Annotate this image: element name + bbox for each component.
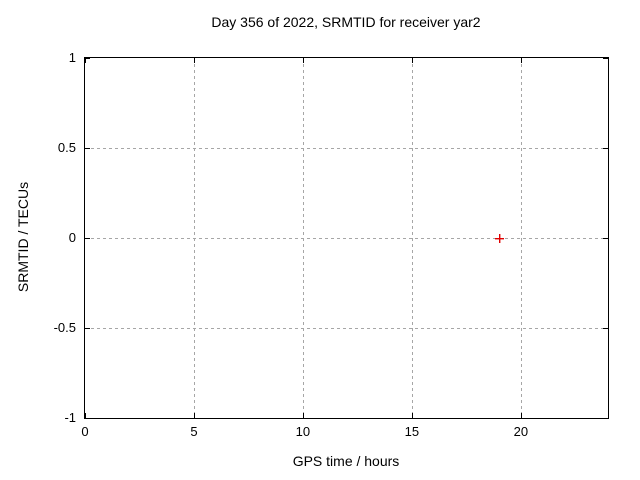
- y-tick-mark-left: [85, 418, 90, 419]
- y-tick-mark-right: [603, 58, 608, 59]
- y-tick-label: -1: [64, 410, 76, 425]
- x-tick-mark-top: [411, 58, 413, 63]
- y-tick-label: 1: [68, 50, 76, 65]
- x-tick-label: 20: [513, 424, 529, 439]
- data-point-marker: [494, 233, 504, 243]
- y-tick-mark-left: [85, 58, 90, 59]
- x-tick-mark-bottom: [85, 413, 86, 418]
- x-tick-mark-top: [520, 58, 522, 63]
- x-tick-mark-top: [302, 58, 304, 63]
- x-tick-label: 15: [404, 424, 420, 439]
- x-tick-label: 0: [81, 424, 89, 439]
- y-tick-mark-left: [85, 148, 90, 149]
- y-tick-label: 0.5: [57, 140, 76, 155]
- y-tick-mark-right: [603, 148, 608, 149]
- gridline-horizontal: [85, 238, 608, 239]
- gridline-horizontal: [85, 328, 608, 329]
- x-tick-label: 10: [295, 424, 311, 439]
- y-tick-mark-left: [85, 238, 90, 239]
- y-tick-mark-right: [603, 328, 608, 329]
- y-tick-mark-left: [85, 328, 90, 329]
- y-tick-mark-right: [603, 418, 608, 419]
- y-tick-label: 0: [68, 230, 76, 245]
- x-tick-mark-bottom: [411, 413, 413, 418]
- x-axis-label: GPS time / hours: [292, 453, 400, 469]
- x-tick-label: 5: [190, 424, 198, 439]
- plot-area: 0 5 10 15 20 -1 -0.5 0 0.5 1: [54, 50, 609, 439]
- x-tick-mark-bottom: [302, 413, 304, 418]
- x-tick-mark-bottom: [520, 413, 522, 418]
- x-tick-mark-top: [193, 58, 195, 63]
- gridline-horizontal: [85, 148, 608, 149]
- x-tick-mark-top: [85, 58, 86, 63]
- x-tick-mark-bottom: [193, 413, 195, 418]
- chart-title: Day 356 of 2022, SRMTID for receiver yar…: [211, 14, 481, 30]
- y-tick-label: -0.5: [53, 320, 76, 335]
- y-tick-mark-right: [603, 238, 608, 239]
